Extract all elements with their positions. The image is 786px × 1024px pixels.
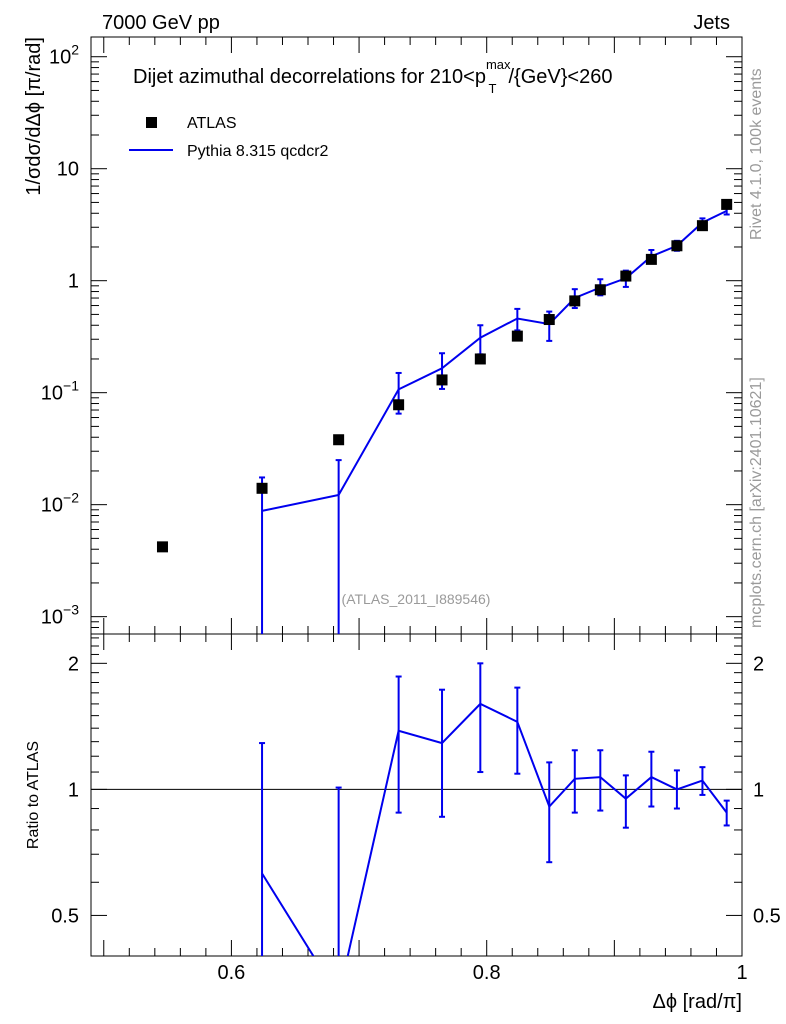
ratio-y-tick-label-right: 2 <box>753 653 764 675</box>
analysis-tag: (ATLAS_2011_I889546) <box>342 591 491 607</box>
ratio-y-tick-label-right: 0.5 <box>753 905 781 927</box>
ratio-axis-ticks: 0.6 0.8 1 0.5 0.5 1 1 2 2 <box>51 634 781 984</box>
x-tick-label: 0.8 <box>473 962 501 984</box>
chart-title: Dijet azimuthal decorrelations for 210<p… <box>133 57 612 96</box>
atlas-data-point <box>156 541 168 553</box>
atlas-data-point <box>333 434 345 446</box>
ratio-y-tick-label: 1 <box>68 779 79 801</box>
main-y-axis-label: 1/σdσ/dΔϕ [π/rad] <box>23 37 45 196</box>
atlas-data-point <box>569 295 581 307</box>
x-axis-label: Δϕ [rad/π] <box>653 991 743 1013</box>
y-tick-label: 1 <box>68 271 79 293</box>
x-tick-label: 1 <box>736 962 747 984</box>
ratio-line <box>261 702 728 956</box>
legend-pythia-label: Pythia 8.315 qcdcr2 <box>187 143 329 160</box>
ratio-data-marks <box>259 662 730 956</box>
main-data-marks <box>156 198 733 634</box>
atlas-data-point <box>721 198 733 210</box>
pythia-line <box>261 209 728 512</box>
x-tick-label: 0.6 <box>218 962 246 984</box>
ratio-y-tick-label-right: 1 <box>753 779 764 801</box>
y-tick-label: 102 <box>49 42 79 69</box>
atlas-data-point <box>543 314 555 326</box>
ratio-y-tick-label: 2 <box>68 653 79 675</box>
atlas-data-point <box>474 353 486 365</box>
mcplots-source-label: mcplots.cern.ch [arXiv:2401.10621] <box>748 377 765 628</box>
legend-atlas-label: ATLAS <box>187 115 237 132</box>
atlas-data-point <box>671 240 683 252</box>
y-tick-label: 10−1 <box>41 378 79 405</box>
atlas-data-point <box>256 482 268 494</box>
ratio-plot-frame <box>90 633 743 957</box>
y-tick-label: 10−3 <box>41 602 79 629</box>
atlas-data-point <box>393 399 405 411</box>
atlas-data-point <box>511 330 523 342</box>
energy-label: 7000 GeV pp <box>102 12 220 34</box>
main-axis-ticks: 10−3 10−2 10−1 1 10 102 <box>41 37 743 635</box>
y-tick-label: 10−2 <box>41 490 79 517</box>
atlas-data-point <box>645 253 657 265</box>
rivet-version-label: Rivet 4.1.0, 100k events <box>748 68 765 240</box>
y-tick-label: 10 <box>57 159 79 181</box>
atlas-data-point <box>594 284 606 296</box>
legend-atlas-marker <box>146 117 157 128</box>
ratio-y-tick-label: 0.5 <box>51 905 79 927</box>
ratio-y-axis-label: Ratio to ATLAS <box>25 741 42 849</box>
atlas-data-point <box>436 374 448 386</box>
process-label: Jets <box>693 12 730 34</box>
atlas-data-point <box>696 220 708 232</box>
atlas-data-point <box>620 270 632 282</box>
